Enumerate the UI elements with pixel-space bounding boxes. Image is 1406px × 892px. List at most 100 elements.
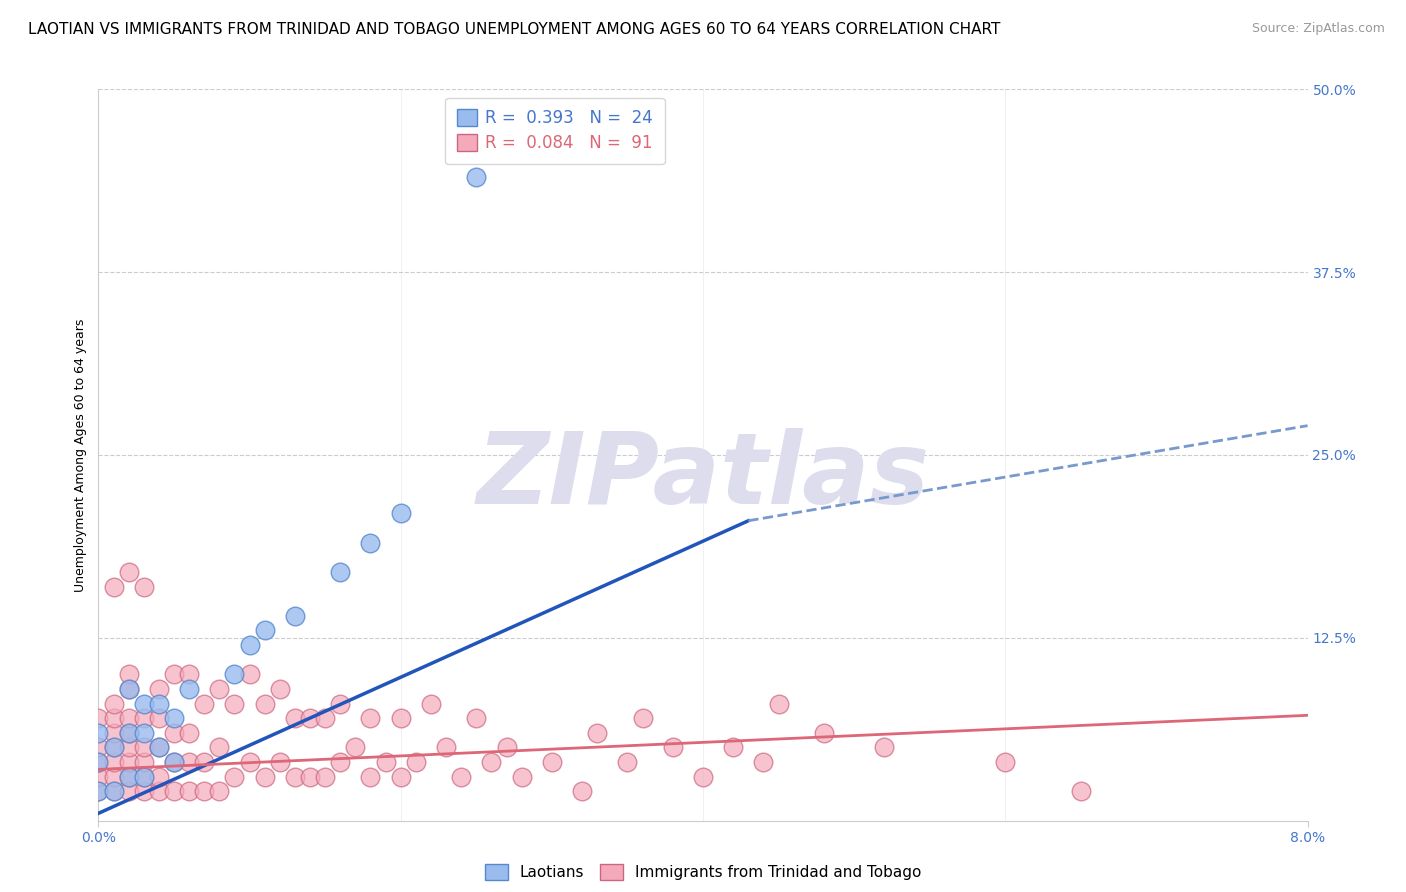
- Point: [284, 608, 307, 623]
- Point: [103, 580, 125, 594]
- Point: [179, 755, 201, 769]
- Point: [118, 726, 141, 740]
- Point: [571, 784, 593, 798]
- Point: [179, 726, 201, 740]
- Point: [132, 580, 155, 594]
- Point: [163, 667, 186, 681]
- Point: [208, 784, 231, 798]
- Point: [360, 770, 382, 784]
- Point: [132, 726, 155, 740]
- Point: [148, 681, 170, 696]
- Point: [148, 770, 170, 784]
- Point: [163, 726, 186, 740]
- Point: [163, 755, 186, 769]
- Point: [329, 755, 352, 769]
- Text: ZIPatlas: ZIPatlas: [477, 428, 929, 525]
- Point: [434, 740, 457, 755]
- Point: [253, 770, 276, 784]
- Legend: Laotians, Immigrants from Trinidad and Tobago: Laotians, Immigrants from Trinidad and T…: [478, 858, 928, 886]
- Point: [148, 740, 170, 755]
- Point: [118, 726, 141, 740]
- Point: [239, 755, 262, 769]
- Point: [253, 697, 276, 711]
- Point: [103, 740, 125, 755]
- Point: [118, 711, 141, 725]
- Point: [299, 711, 322, 725]
- Point: [87, 784, 110, 798]
- Y-axis label: Unemployment Among Ages 60 to 64 years: Unemployment Among Ages 60 to 64 years: [75, 318, 87, 591]
- Point: [269, 755, 291, 769]
- Point: [148, 784, 170, 798]
- Point: [314, 711, 336, 725]
- Point: [103, 770, 125, 784]
- Point: [510, 770, 533, 784]
- Point: [87, 711, 110, 725]
- Point: [269, 681, 291, 696]
- Point: [692, 770, 714, 784]
- Point: [389, 711, 412, 725]
- Point: [118, 784, 141, 798]
- Point: [179, 784, 201, 798]
- Point: [374, 755, 396, 769]
- Point: [132, 740, 155, 755]
- Point: [405, 755, 427, 769]
- Point: [132, 711, 155, 725]
- Point: [1070, 784, 1092, 798]
- Point: [813, 726, 835, 740]
- Point: [586, 726, 609, 740]
- Point: [118, 565, 141, 579]
- Point: [329, 697, 352, 711]
- Point: [541, 755, 564, 769]
- Point: [752, 755, 775, 769]
- Point: [208, 681, 231, 696]
- Point: [103, 784, 125, 798]
- Point: [662, 740, 685, 755]
- Point: [103, 697, 125, 711]
- Point: [284, 711, 307, 725]
- Text: LAOTIAN VS IMMIGRANTS FROM TRINIDAD AND TOBAGO UNEMPLOYMENT AMONG AGES 60 TO 64 : LAOTIAN VS IMMIGRANTS FROM TRINIDAD AND …: [28, 22, 1001, 37]
- Point: [723, 740, 745, 755]
- Point: [631, 711, 654, 725]
- Point: [239, 638, 262, 652]
- Point: [148, 740, 170, 755]
- Point: [193, 697, 215, 711]
- Point: [616, 755, 638, 769]
- Point: [299, 770, 322, 784]
- Point: [87, 726, 110, 740]
- Point: [87, 740, 110, 755]
- Point: [103, 711, 125, 725]
- Point: [118, 770, 141, 784]
- Point: [132, 770, 155, 784]
- Point: [163, 755, 186, 769]
- Point: [132, 770, 155, 784]
- Point: [253, 624, 276, 638]
- Point: [132, 784, 155, 798]
- Point: [314, 770, 336, 784]
- Text: Source: ZipAtlas.com: Source: ZipAtlas.com: [1251, 22, 1385, 36]
- Point: [208, 740, 231, 755]
- Point: [768, 697, 790, 711]
- Point: [179, 681, 201, 696]
- Point: [994, 755, 1017, 769]
- Point: [239, 667, 262, 681]
- Point: [465, 711, 488, 725]
- Point: [87, 784, 110, 798]
- Point: [132, 755, 155, 769]
- Point: [465, 169, 488, 184]
- Point: [103, 784, 125, 798]
- Point: [193, 755, 215, 769]
- Point: [495, 740, 517, 755]
- Point: [87, 755, 110, 769]
- Point: [118, 770, 141, 784]
- Point: [118, 740, 141, 755]
- Point: [389, 770, 412, 784]
- Point: [873, 740, 896, 755]
- Point: [450, 770, 472, 784]
- Point: [329, 565, 352, 579]
- Point: [284, 770, 307, 784]
- Point: [148, 697, 170, 711]
- Point: [163, 711, 186, 725]
- Point: [481, 755, 503, 769]
- Point: [118, 681, 141, 696]
- Point: [118, 667, 141, 681]
